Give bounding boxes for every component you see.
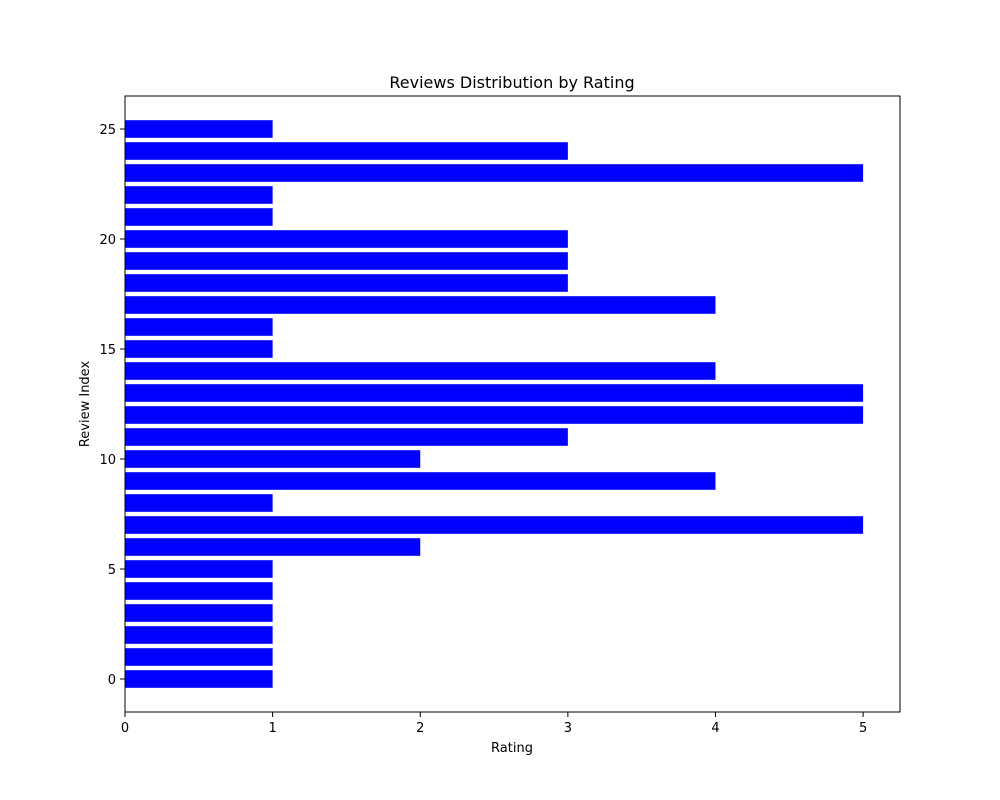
- bar-review-17: [125, 296, 716, 314]
- x-tick-label: 1: [268, 721, 276, 736]
- bar-review-16: [125, 318, 273, 336]
- bar-review-2: [125, 626, 273, 644]
- bar-review-22: [125, 186, 273, 204]
- bars-group: [125, 120, 864, 688]
- bar-review-0: [125, 670, 273, 688]
- bar-review-5: [125, 560, 273, 578]
- y-tick-label: 25: [99, 123, 116, 138]
- y-tick-label: 10: [99, 453, 116, 468]
- bar-review-23: [125, 164, 864, 182]
- y-tick-label: 0: [108, 673, 116, 688]
- bar-review-13: [125, 384, 864, 402]
- y-tick-label: 15: [99, 343, 116, 358]
- plot-frame: [124, 95, 901, 713]
- bar-review-11: [125, 428, 568, 446]
- bar-review-9: [125, 472, 716, 490]
- bar-review-1: [125, 648, 273, 666]
- bar-review-19: [125, 252, 568, 270]
- bar-review-15: [125, 340, 273, 358]
- x-axis-label: Rating: [491, 741, 533, 756]
- x-axis-ticks: 0 1 2 3 4 5: [121, 712, 867, 736]
- bar-review-3: [125, 604, 273, 622]
- y-axis-label: Review Index: [78, 361, 93, 448]
- chart-title: Reviews Distribution by Rating: [389, 73, 634, 92]
- bar-review-25: [125, 120, 273, 138]
- bar-review-21: [125, 208, 273, 226]
- bar-review-14: [125, 362, 716, 380]
- x-tick-label: 3: [564, 721, 572, 736]
- bar-review-10: [125, 450, 421, 468]
- x-tick-label: 5: [859, 721, 867, 736]
- bar-review-4: [125, 582, 273, 600]
- x-tick-label: 0: [121, 721, 129, 736]
- bar-review-6: [125, 538, 421, 556]
- x-tick-label: 4: [711, 721, 719, 736]
- bar-review-7: [125, 516, 864, 534]
- y-tick-label: 20: [99, 233, 116, 248]
- x-tick-label: 2: [416, 721, 424, 736]
- bar-review-8: [125, 494, 273, 512]
- bar-review-12: [125, 406, 864, 424]
- bar-review-18: [125, 274, 568, 292]
- bar-review-24: [125, 142, 568, 160]
- bar-review-20: [125, 230, 568, 248]
- y-tick-label: 5: [108, 563, 116, 578]
- y-axis-ticks: 0 5 10 15 20 25: [99, 123, 125, 688]
